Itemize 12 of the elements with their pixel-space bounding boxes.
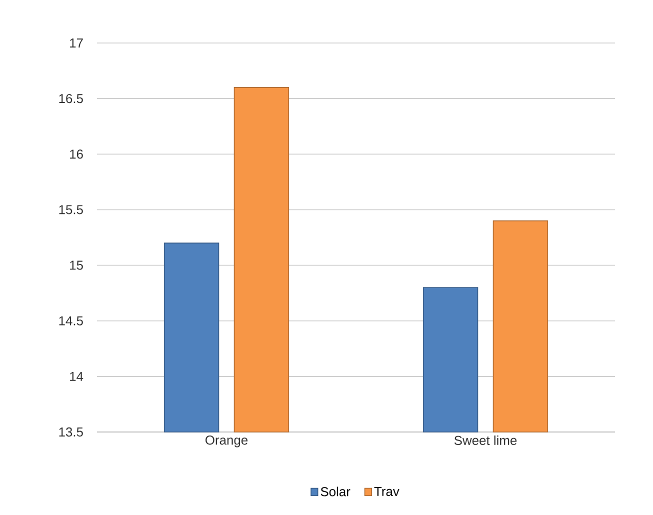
y-tick-label: 15.5 [59, 205, 83, 214]
x-tick-label: Orange [206, 436, 248, 448]
y-tick-label: 16.5 [59, 94, 83, 104]
legend-label: Trav [374, 487, 400, 496]
y-tick-label: 14 [70, 372, 84, 381]
legend-label: Solar [320, 486, 350, 496]
x-tick-label: Sweet lime [454, 436, 517, 446]
y-tick-label: 16 [70, 150, 83, 159]
y-tick-label: 14.5 [59, 316, 83, 326]
y-tick-label: 15 [70, 260, 83, 270]
y-tick-label: 13.5 [59, 427, 83, 437]
y-tick-label: 17 [70, 38, 83, 48]
